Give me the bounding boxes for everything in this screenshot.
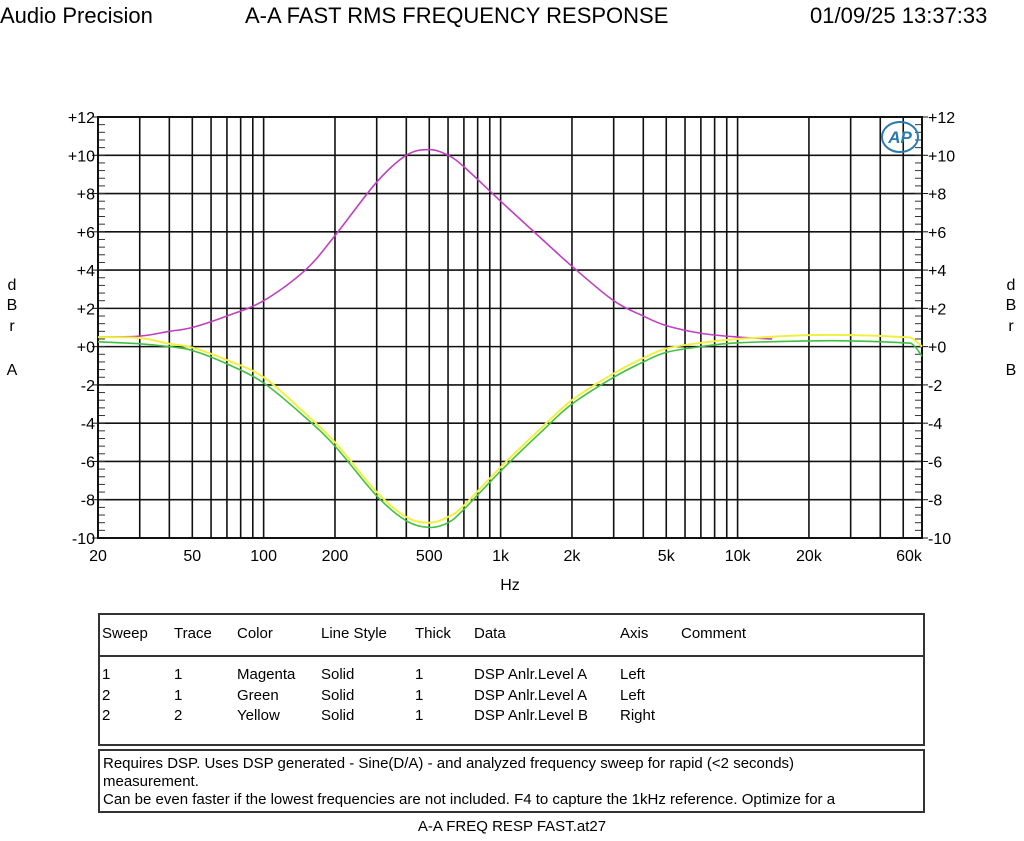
x-tick-label: 10k [725, 548, 752, 565]
legend-cell: 1 [102, 666, 111, 683]
y-tick-label-left: -6 [81, 454, 95, 471]
legend-cell: Right [620, 707, 656, 724]
legend-header-data: Data [474, 625, 506, 642]
note-line-1: Requires DSP. Uses DSP generated - Sine(… [103, 755, 795, 772]
legend-header-line-style: Line Style [321, 625, 387, 642]
y-tick-label-right: +8 [928, 187, 946, 204]
y-axis-label-right: r [1008, 318, 1014, 335]
y-tick-label-left: -8 [81, 493, 95, 510]
y-tick-label-left: +2 [77, 301, 95, 318]
legend-cell: 2 [102, 686, 111, 704]
x-tick-label: 20 [89, 548, 107, 565]
legend-cell: Solid [321, 666, 355, 683]
legend-header-color: Color [237, 625, 273, 642]
chart-title: A-A FAST RMS FREQUENCY RESPONSE [245, 3, 669, 28]
legend-header-thick: Thick [415, 625, 451, 642]
y-axis-label-left: A [7, 362, 18, 379]
x-tick-label: 50 [183, 548, 201, 565]
y-tick-label-right: -2 [928, 378, 942, 395]
legend-cell: DSP Anlr.Level B [474, 707, 588, 724]
x-tick-label: 100 [250, 548, 277, 565]
y-tick-label-right: +6 [928, 225, 946, 242]
y-tick-label-right: -8 [928, 493, 942, 510]
series-line-c040c0 [97, 148, 773, 340]
y-tick-label-right: +10 [928, 148, 955, 165]
app-name: Audio Precision [0, 3, 153, 28]
y-tick-label-left: -10 [72, 531, 95, 548]
y-axis-label-left: r [9, 318, 15, 335]
legend-cell: Solid [321, 686, 355, 704]
legend-cell: 1 [415, 666, 424, 683]
y-tick-label-right: +2 [928, 301, 946, 318]
timestamp: 01/09/25 13:37:33 [810, 3, 988, 28]
legend-cell: 2 [174, 707, 183, 724]
legend-cell: DSP Anlr.Level A [474, 686, 588, 704]
x-tick-label: 5k [658, 548, 676, 565]
y-axis-label-right: d [1007, 277, 1016, 294]
plot-frame [97, 116, 923, 539]
x-tick-label: 60k [896, 548, 923, 565]
ap-logo-icon [881, 121, 919, 153]
legend-cell: DSP Anlr.Level A [474, 666, 588, 683]
y-tick-label-left: -2 [81, 378, 95, 395]
legend-cell: Left [620, 686, 646, 704]
y-tick-label-left: +12 [68, 110, 95, 127]
y-axis-label-left: B [7, 297, 18, 314]
legend-cell: Left [620, 666, 646, 683]
y-tick-label-left: +10 [68, 148, 95, 165]
legend-cell: Green [237, 686, 279, 704]
y-tick-label-left: +6 [77, 225, 95, 242]
series-line-40c040 [97, 339, 923, 529]
x-axis-label: Hz [500, 577, 520, 594]
ap-logo-text: AP [887, 128, 912, 147]
x-tick-label: 200 [322, 548, 349, 565]
legend-cell: 2 [102, 707, 111, 724]
y-tick-label-right: +4 [928, 263, 946, 280]
y-tick-label-right: -10 [928, 531, 951, 548]
series-line-f0f040 [97, 333, 923, 524]
y-tick-label-right: +12 [928, 110, 955, 127]
note-line-2: measurement. [103, 773, 199, 790]
filename: A-A FREQ RESP FAST.at27 [417, 818, 607, 835]
y-tick-label-left: +8 [77, 187, 95, 204]
y-tick-label-left: -4 [81, 416, 95, 433]
y-axis-label-right: B [1006, 362, 1017, 379]
legend-header-comment: Comment [681, 625, 747, 642]
x-tick-label: 2k [564, 548, 582, 565]
y-axis-label-right: B [1006, 297, 1017, 314]
x-tick-label: 1k [492, 548, 510, 565]
x-tick-label: 20k [796, 548, 823, 565]
y-tick-label-left: +4 [77, 263, 95, 280]
frequency-response-chart: +12 +12 +10 +10 +8 +8 +6 +6 +4 +4 +2 +2 +0 +0 -2 -2 -4 -4… [7, 110, 1017, 594]
y-tick-label-right: -4 [928, 416, 942, 433]
legend-header-sweep: Sweep [102, 625, 148, 642]
legend-cell: 1 [174, 686, 183, 704]
y-axis-label-left: d [8, 277, 17, 294]
legend-cell: Solid [321, 707, 355, 724]
legend-table: Sweep Trace Color Line Style Thick Data Axis Co… [98, 613, 925, 746]
note-line-3: Can be even faster if the lowest frequen… [103, 791, 836, 808]
notes-box[interactable]: Requires DSP. Uses DSP generated - Sine(… [98, 749, 925, 813]
legend-cell: 1 [415, 707, 424, 724]
legend-cell: Yellow [237, 707, 280, 724]
y-tick-label-right: -6 [928, 454, 942, 471]
legend-cell: 1 [415, 686, 424, 704]
y-tick-label-right: +0 [928, 340, 946, 357]
legend-divider [100, 655, 923, 657]
legend-header-trace: Trace [174, 625, 212, 642]
y-tick-label-left: +0 [77, 340, 95, 357]
legend-cell: Magenta [237, 666, 296, 683]
x-tick-label: 500 [416, 548, 443, 565]
legend-cell: 1 [174, 666, 183, 683]
legend-header-axis: Axis [620, 625, 649, 642]
